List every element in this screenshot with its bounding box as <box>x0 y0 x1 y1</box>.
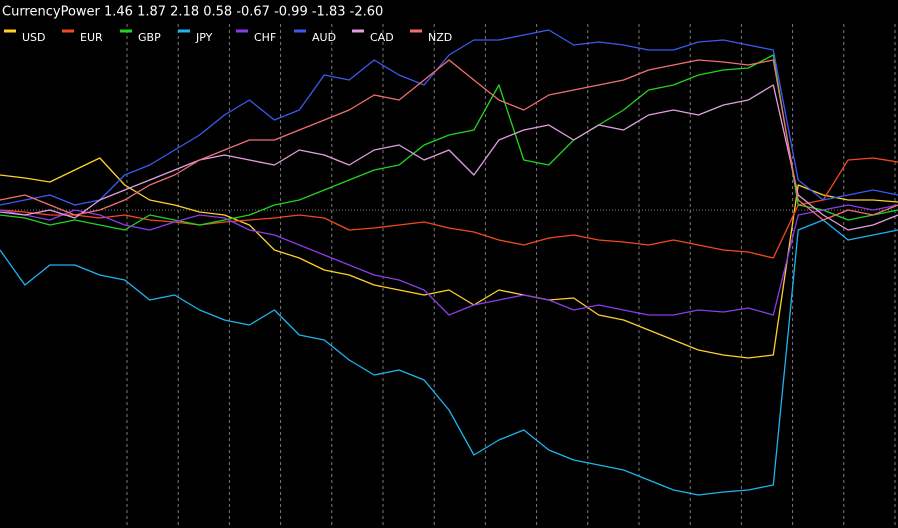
lines <box>0 29 898 496</box>
legend-label: USD <box>22 31 46 44</box>
legend-label: NZD <box>428 31 452 44</box>
legend: USD EUR GBP JPY CHF AUD CAD NZD <box>4 29 452 44</box>
legend-label: AUD <box>312 31 336 44</box>
series-line <box>0 157 898 259</box>
legend-label: JPY <box>195 31 213 44</box>
grid <box>0 24 898 528</box>
series-line <box>0 219 898 496</box>
series-line <box>0 204 898 316</box>
series-line <box>0 157 898 359</box>
legend-label: CAD <box>370 31 394 44</box>
series-line <box>0 54 898 231</box>
series-line <box>0 84 898 231</box>
series-line <box>0 59 898 221</box>
chart-title: CurrencyPower 1.46 1.87 2.18 0.58 -0.67 … <box>2 5 383 20</box>
legend-label: GBP <box>138 31 161 44</box>
legend-label: CHF <box>254 31 276 44</box>
legend-label: EUR <box>80 31 103 44</box>
series-line <box>0 29 898 206</box>
